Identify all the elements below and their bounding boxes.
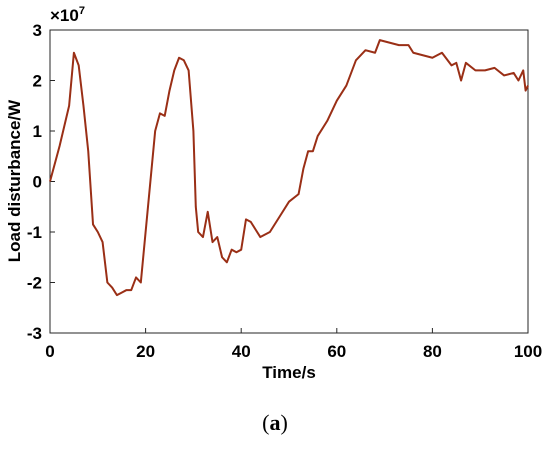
y-multiplier-exponent: 7 [79,5,85,17]
x-tick-label: 100 [514,342,542,361]
x-tick-label: 20 [136,342,155,361]
y-tick-label: 0 [33,173,42,192]
y-tick-label: 3 [33,21,42,40]
y-tick-label: -3 [27,324,42,343]
caption: (a) [262,410,288,435]
plot-frame [49,29,529,334]
y-tick-label: -1 [27,223,42,242]
y-axis-label: Load disturbance/W [5,99,24,262]
line-series [49,39,529,297]
y-tick-label: 2 [33,72,42,91]
x-tick-label: 40 [232,342,251,361]
y-tick-label: 1 [33,122,42,141]
y-multiplier: ×107 [50,5,85,25]
caption-close: ) [281,410,288,435]
x-tick-label: 0 [45,342,54,361]
x-tick-label: 60 [327,342,346,361]
y-tick-label: -2 [27,274,42,293]
x-tick-label: 80 [423,342,442,361]
caption-letter: a [270,410,281,435]
y-multiplier-base: ×10 [50,6,79,25]
caption-open: ( [262,410,269,435]
x-axis-label: Time/s [262,363,316,382]
